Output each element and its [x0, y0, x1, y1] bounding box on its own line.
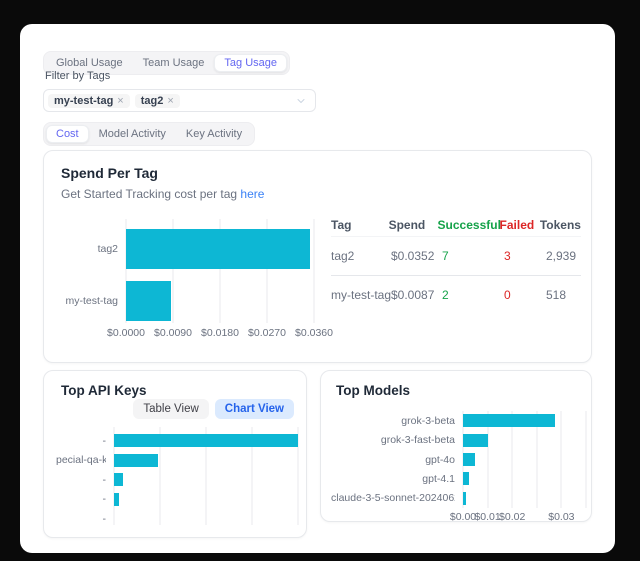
- tag-chip-label: my-test-tag: [54, 94, 114, 107]
- chart-view-button[interactable]: Chart View: [214, 399, 294, 419]
- tab-cost[interactable]: Cost: [46, 125, 89, 143]
- table-row: tag2 $0.0352 7 3 2,939: [331, 237, 581, 275]
- tab-tag-usage[interactable]: Tag Usage: [214, 54, 288, 72]
- x-tick-label: $0.03: [548, 511, 575, 522]
- remove-tag-icon[interactable]: ×: [167, 94, 174, 107]
- tag-filter-select[interactable]: my-test-tag × tag2 ×: [43, 89, 316, 112]
- metric-tabs: Cost Model Activity Key Activity: [43, 122, 256, 146]
- view-toggle: Table View Chart View: [133, 399, 294, 419]
- cell-tag: my-test-tag: [331, 287, 392, 302]
- x-tick-label: $0.0000: [107, 327, 145, 339]
- y-category-label: claude-3-5-sonnet-20240620: [331, 492, 455, 505]
- tag-chip: my-test-tag ×: [48, 93, 130, 108]
- bar-gpt-4.1: [463, 472, 469, 486]
- cell-failed: 3: [504, 249, 511, 263]
- tag-chip-label: tag2: [140, 94, 164, 107]
- col-spend: Spend: [388, 217, 426, 232]
- x-tick-label: $0.01: [474, 511, 501, 522]
- y-category-label: -: [102, 493, 107, 506]
- app-window: Global Usage Team Usage Tag Usage Filter…: [20, 24, 615, 553]
- top-models-card: Top Models $0.00 $0.01 $0.02 $0.03 grok-3-be…: [320, 370, 592, 522]
- filter-by-tags-label: Filter by Tags: [45, 70, 111, 82]
- cell-spend: $0.0352: [391, 249, 435, 263]
- y-category-label: grok-3-beta: [401, 414, 455, 427]
- usage-tabs: Global Usage Team Usage Tag Usage: [43, 51, 291, 75]
- chevron-down-icon[interactable]: [295, 95, 307, 107]
- cell-tokens: 518: [546, 287, 567, 302]
- x-tick-label: $0.02: [499, 511, 526, 522]
- cell-successful: 7: [442, 249, 449, 263]
- x-tick-label: $0.0090: [154, 327, 192, 339]
- bar-pecial-qa-key: [114, 453, 159, 467]
- bar-tag2: [126, 229, 310, 269]
- x-tick-label: $0.0360: [295, 327, 333, 339]
- x-tick-label: $0.0270: [248, 327, 286, 339]
- cell-tokens: 2,939: [546, 249, 577, 263]
- top-api-keys-title: Top API Keys: [61, 383, 147, 398]
- y-category-label: my-test-tag: [65, 295, 118, 307]
- cell-failed: 0: [504, 287, 511, 302]
- bar-gpt-4o: [463, 453, 476, 466]
- x-tick-label: $0.0180: [201, 327, 239, 339]
- col-tag: Tag: [331, 217, 352, 232]
- tag-chip: tag2 ×: [134, 93, 180, 108]
- bar-grok-3-beta: [463, 414, 556, 428]
- y-category-label: -: [102, 473, 107, 486]
- col-failed: Failed: [499, 217, 535, 232]
- tab-model-activity[interactable]: Model Activity: [98, 128, 166, 140]
- bar--: [114, 434, 298, 448]
- y-category-label: pecial-qa-key: [56, 454, 106, 467]
- y-category-label: grok-3-fast-beta: [380, 434, 455, 447]
- table-view-button[interactable]: Table View: [133, 399, 209, 419]
- tab-team-usage[interactable]: Team Usage: [142, 57, 205, 69]
- bar-grok-3-fast-beta: [463, 433, 489, 447]
- top-api-keys-card: Top API Keys Table View Chart View - peci…: [43, 370, 307, 538]
- here-link[interactable]: here: [240, 187, 265, 201]
- col-tokens: Tokens: [539, 217, 581, 232]
- cell-tag: tag2: [331, 249, 355, 263]
- col-successful: Successful: [437, 217, 501, 232]
- spend-table: Tag Spend Successful Failed Tokens tag2 …: [331, 213, 581, 313]
- y-category-label: -: [102, 512, 107, 525]
- tab-key-activity[interactable]: Key Activity: [185, 128, 243, 140]
- cell-successful: 2: [442, 287, 449, 302]
- spend-per-tag-chart: $0.0000 $0.0090 $0.0180 $0.0270 $0.0360 tag2 m…: [60, 219, 370, 347]
- tab-global-usage[interactable]: Global Usage: [56, 57, 123, 69]
- y-category-label: -: [102, 434, 107, 447]
- top-models-title: Top Models: [336, 383, 410, 398]
- bar--: [114, 492, 119, 506]
- cell-spend: $0.0087: [391, 287, 435, 302]
- top-api-keys-chart: - pecial-qa-key - - -: [56, 427, 302, 537]
- bar-my-test-tag: [126, 281, 172, 321]
- bar-claude-3-5-sonnet-20240620: [463, 491, 466, 505]
- table-row: my-test-tag $0.0087 2 0 518: [331, 275, 581, 313]
- spend-table-header: Tag Spend Successful Failed Tokens: [331, 213, 581, 237]
- top-models-chart: $0.00 $0.01 $0.02 $0.03 grok-3-beta grok-3-fa…: [331, 411, 589, 522]
- y-category-label: gpt-4.1: [422, 472, 455, 485]
- y-category-label: gpt-4o: [425, 453, 455, 466]
- remove-tag-icon[interactable]: ×: [117, 94, 124, 107]
- spend-card-subtitle: Get Started Tracking cost per tag here: [61, 187, 264, 201]
- spend-card-title: Spend Per Tag: [61, 165, 158, 181]
- bar--: [114, 473, 124, 487]
- y-category-label: tag2: [97, 243, 118, 255]
- subtitle-text: Get Started Tracking cost per tag: [61, 187, 241, 201]
- spend-per-tag-card: Spend Per Tag Get Started Tracking cost …: [43, 150, 592, 363]
- x-tick-label: $0.00: [449, 511, 477, 522]
